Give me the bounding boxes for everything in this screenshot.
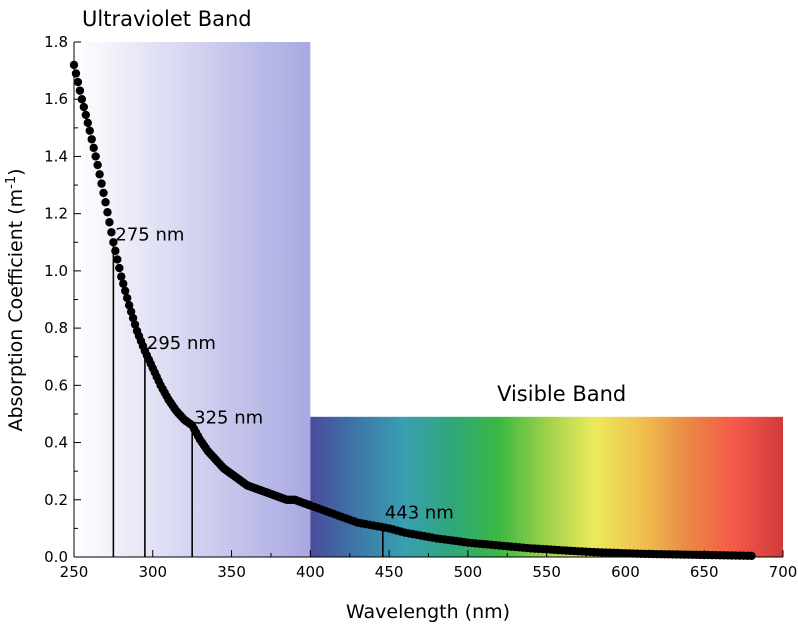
data-point bbox=[111, 246, 120, 256]
data-point bbox=[79, 102, 89, 112]
data-point bbox=[101, 198, 110, 207]
ultraviolet-band-title: Ultraviolet Band bbox=[82, 7, 252, 31]
marker-label: 443 nm bbox=[385, 502, 454, 523]
y-tick-label: 0.6 bbox=[44, 376, 68, 394]
visible-band-title: Visible Band bbox=[497, 382, 626, 406]
data-point bbox=[89, 143, 98, 153]
x-tick-label: 350 bbox=[217, 563, 246, 581]
x-tick-label: 500 bbox=[454, 563, 483, 581]
data-point bbox=[113, 255, 122, 264]
x-tick-label: 300 bbox=[138, 563, 167, 581]
data-point bbox=[73, 77, 83, 87]
data-point bbox=[122, 293, 132, 303]
data-point bbox=[75, 86, 85, 95]
y-tick-label: 0.4 bbox=[44, 434, 68, 452]
x-tick-label: 650 bbox=[690, 563, 719, 581]
y-tick-label: 1.8 bbox=[44, 33, 68, 51]
y-tick-label: 1.4 bbox=[44, 147, 68, 165]
data-point bbox=[128, 313, 138, 323]
data-point bbox=[103, 208, 112, 217]
data-point bbox=[81, 110, 91, 120]
marker-label: 325 nm bbox=[194, 407, 263, 428]
x-tick-label: 250 bbox=[60, 563, 89, 581]
data-point bbox=[747, 551, 756, 561]
data-point bbox=[77, 95, 87, 104]
x-tick-label: 550 bbox=[532, 563, 561, 581]
y-tick-label: 0.2 bbox=[44, 491, 68, 509]
x-axis-title: Wavelength (nm) bbox=[346, 601, 510, 623]
x-tick-label: 700 bbox=[769, 563, 798, 581]
data-point bbox=[91, 152, 100, 161]
data-point bbox=[126, 307, 136, 316]
data-point bbox=[99, 188, 108, 198]
data-point bbox=[83, 118, 92, 128]
data-point bbox=[95, 170, 104, 179]
data-point bbox=[107, 228, 116, 237]
data-point bbox=[87, 135, 96, 144]
y-axis-title-superscript: -1 bbox=[4, 176, 19, 189]
x-tick-label: 400 bbox=[296, 563, 325, 581]
y-axis-title: Absorption Coefficient (m-1) bbox=[4, 168, 27, 431]
data-point bbox=[85, 126, 94, 135]
x-tick-label: 600 bbox=[611, 563, 640, 581]
marker-label: 275 nm bbox=[115, 224, 184, 245]
data-point bbox=[117, 272, 126, 281]
data-point bbox=[124, 301, 134, 310]
data-point bbox=[130, 320, 140, 329]
data-point bbox=[105, 218, 114, 227]
marker-label: 295 nm bbox=[147, 333, 216, 354]
y-tick-label: 1.6 bbox=[44, 90, 68, 108]
y-tick-label: 0.8 bbox=[44, 319, 68, 337]
data-point bbox=[119, 279, 128, 288]
data-point bbox=[115, 263, 124, 273]
data-point bbox=[109, 238, 118, 247]
data-point bbox=[93, 160, 102, 170]
x-tick-label: 450 bbox=[375, 563, 404, 581]
y-tick-label: 1.2 bbox=[44, 205, 68, 223]
visible-band bbox=[310, 416, 783, 557]
data-point bbox=[121, 286, 130, 296]
y-tick-label: 1.0 bbox=[44, 262, 68, 280]
y-tick-label: 0.0 bbox=[44, 548, 68, 566]
data-point bbox=[97, 179, 106, 188]
